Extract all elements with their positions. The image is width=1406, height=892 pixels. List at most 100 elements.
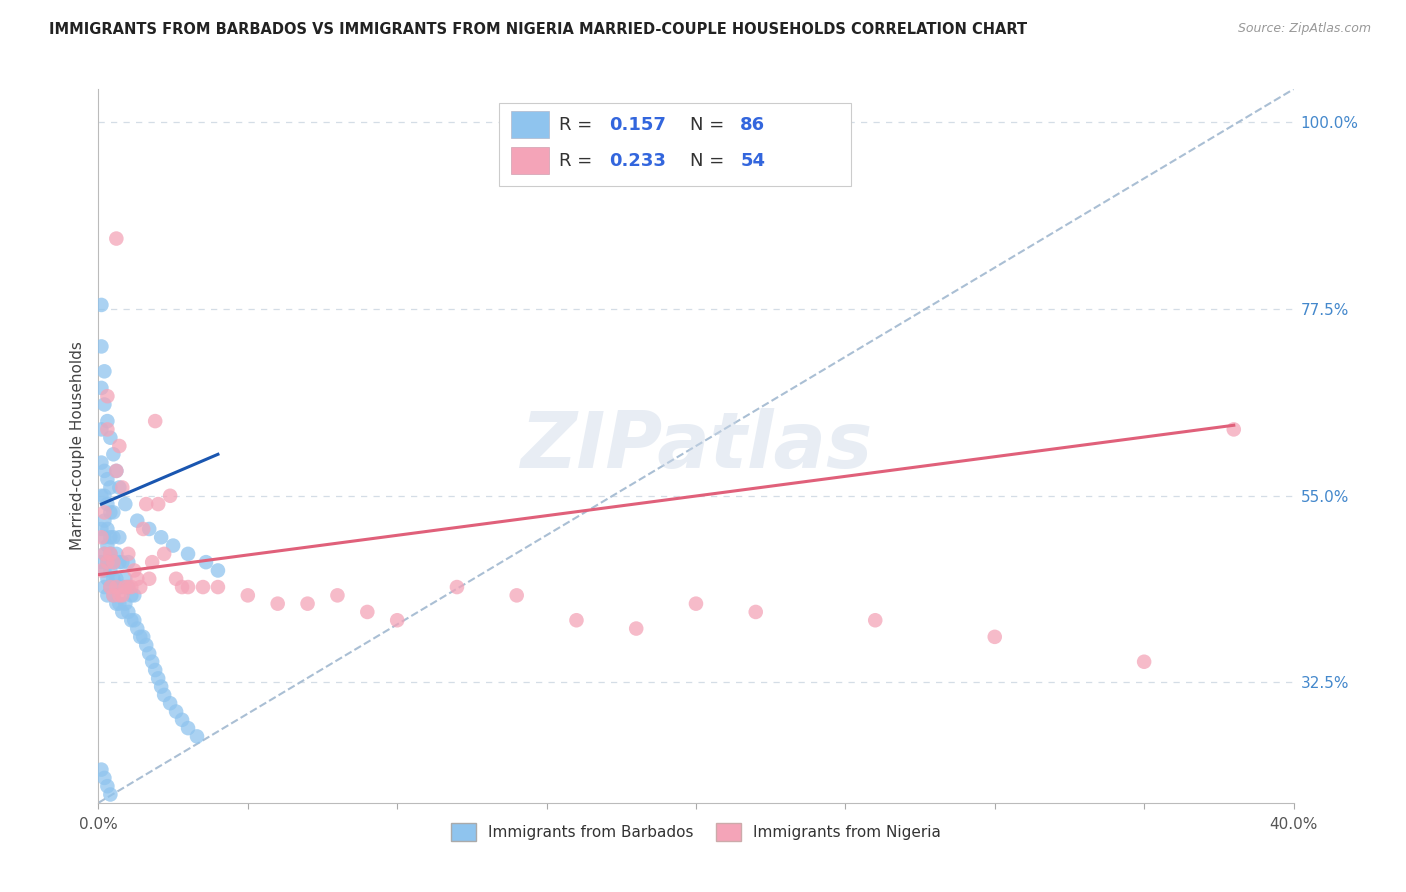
FancyBboxPatch shape <box>510 147 548 174</box>
Point <box>90 530 112 544</box>
Point <box>150 680 173 694</box>
Point <box>93 464 115 478</box>
Point <box>103 588 125 602</box>
Point <box>98 481 122 495</box>
Point <box>98 547 122 561</box>
Point <box>96 588 118 602</box>
Point <box>172 713 194 727</box>
Point <box>105 597 128 611</box>
Point <box>326 588 349 602</box>
Point <box>90 456 112 470</box>
Point <box>96 497 118 511</box>
Point <box>103 572 125 586</box>
Point <box>132 630 155 644</box>
Point <box>105 572 128 586</box>
Point <box>111 580 134 594</box>
Point <box>108 555 131 569</box>
Point <box>117 605 139 619</box>
Point <box>108 481 131 495</box>
Point <box>565 613 588 627</box>
Point <box>98 530 122 544</box>
Point <box>98 547 122 561</box>
Point <box>685 597 707 611</box>
Point <box>90 298 112 312</box>
Point <box>96 779 118 793</box>
Point <box>159 489 181 503</box>
Point <box>143 663 166 677</box>
Point <box>186 730 208 744</box>
Point <box>90 489 112 503</box>
Point <box>114 580 136 594</box>
Point <box>105 464 128 478</box>
Point <box>98 564 122 578</box>
Point <box>141 555 163 569</box>
Point <box>90 381 112 395</box>
Point <box>96 472 118 486</box>
Point <box>1223 422 1246 436</box>
Point <box>103 555 125 569</box>
Point <box>117 555 139 569</box>
Point <box>117 580 139 594</box>
Point <box>114 497 136 511</box>
Text: 0.157: 0.157 <box>609 116 665 134</box>
Point <box>93 530 115 544</box>
Point <box>93 505 115 519</box>
Point <box>111 481 134 495</box>
Point <box>127 622 149 636</box>
Point <box>159 696 181 710</box>
Text: R =: R = <box>558 152 598 169</box>
Point <box>108 530 131 544</box>
Point <box>120 580 142 594</box>
Point <box>1133 655 1156 669</box>
Point <box>90 422 112 436</box>
Point <box>96 539 118 553</box>
Point <box>135 497 157 511</box>
Point <box>129 630 152 644</box>
Point <box>195 555 218 569</box>
Point <box>103 505 125 519</box>
Point <box>114 572 136 586</box>
Point <box>153 547 176 561</box>
Point <box>93 771 115 785</box>
Point <box>267 597 290 611</box>
Point <box>117 580 139 594</box>
Point <box>207 580 229 594</box>
Point <box>103 447 125 461</box>
Point <box>120 588 142 602</box>
Point <box>108 439 131 453</box>
Point <box>177 721 200 735</box>
Point <box>172 580 194 594</box>
Point <box>385 613 409 627</box>
Point <box>191 580 214 594</box>
Point <box>105 231 128 245</box>
Text: 0.233: 0.233 <box>609 152 665 169</box>
Point <box>103 588 125 602</box>
Text: 54: 54 <box>740 152 765 169</box>
Point <box>236 588 259 602</box>
Point <box>96 414 118 428</box>
Point <box>120 613 142 627</box>
Point <box>127 572 149 586</box>
Point <box>108 597 131 611</box>
Point <box>143 414 166 428</box>
Text: N =: N = <box>690 152 730 169</box>
Point <box>135 638 157 652</box>
Text: IMMIGRANTS FROM BARBADOS VS IMMIGRANTS FROM NIGERIA MARRIED-COUPLE HOUSEHOLDS CO: IMMIGRANTS FROM BARBADOS VS IMMIGRANTS F… <box>49 22 1028 37</box>
Point <box>90 564 112 578</box>
Point <box>297 597 319 611</box>
Point <box>114 597 136 611</box>
Point <box>93 547 115 561</box>
Text: ZIPatlas: ZIPatlas <box>520 408 872 484</box>
Point <box>165 705 187 719</box>
Point <box>127 514 149 528</box>
Text: N =: N = <box>690 116 730 134</box>
Point <box>138 647 160 661</box>
Point <box>124 588 146 602</box>
Point <box>129 580 152 594</box>
Point <box>93 489 115 503</box>
Point <box>865 613 887 627</box>
Point <box>90 763 112 777</box>
Legend: Immigrants from Barbados, Immigrants from Nigeria: Immigrants from Barbados, Immigrants fro… <box>443 816 949 848</box>
Point <box>105 547 128 561</box>
Point <box>148 497 170 511</box>
